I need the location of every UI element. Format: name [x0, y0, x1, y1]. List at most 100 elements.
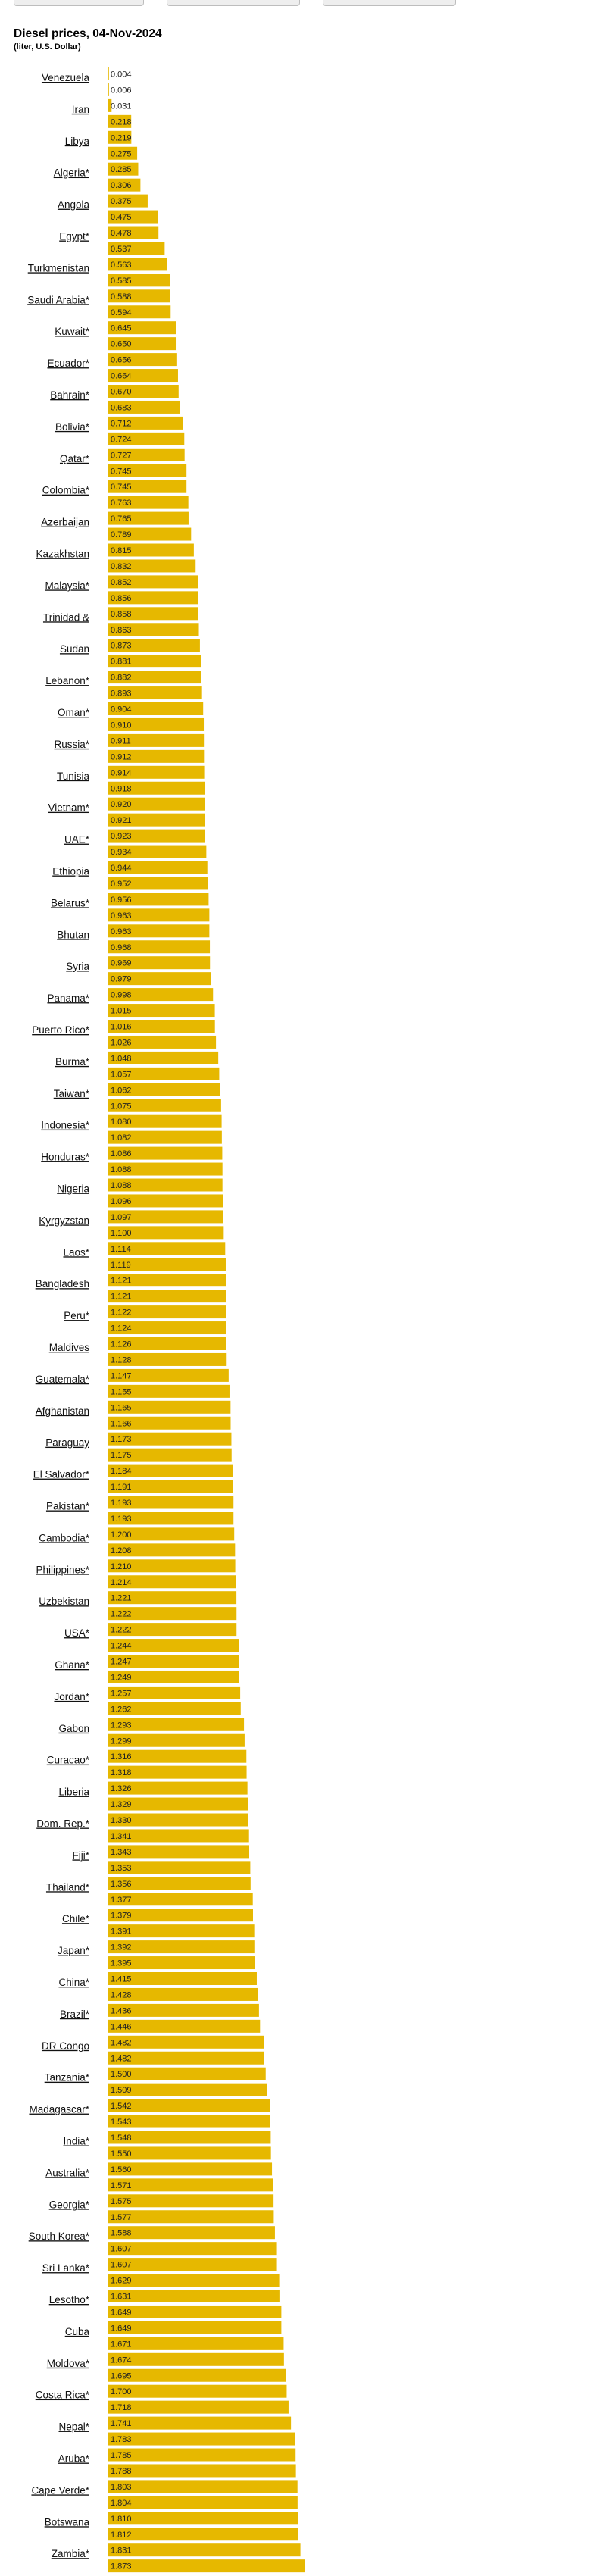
category-label-34[interactable]: Honduras* — [41, 1152, 90, 1163]
category-label-15[interactable]: Kazakhstan — [36, 549, 89, 560]
category-label-53[interactable]: Curacao* — [47, 1755, 90, 1766]
category-label-66[interactable]: Australia* — [45, 2167, 90, 2178]
category-label-78[interactable]: Zambia* — [52, 2548, 90, 2559]
category-label-16[interactable]: Malaysia* — [45, 580, 89, 591]
category-label-26[interactable]: Belarus* — [51, 897, 90, 908]
bar-value-label-134: 1.575 — [111, 2197, 132, 2206]
category-label-55[interactable]: Dom. Rep.* — [36, 1818, 90, 1830]
bar-value-label-154: 1.810 — [111, 2515, 132, 2524]
category-label-0[interactable]: Venezuela — [42, 72, 90, 83]
category-label-31[interactable]: Burma* — [55, 1056, 90, 1068]
category-label-54[interactable]: Liberia — [58, 1787, 89, 1798]
bar-value-label-50: 0.944 — [111, 864, 132, 873]
bar-value-label-106: 1.316 — [111, 1752, 132, 1762]
bar-value-label-119: 1.395 — [111, 1959, 132, 1968]
category-label-52[interactable]: Gabon — [58, 1723, 89, 1734]
category-label-17[interactable]: Trinidad & — [43, 611, 89, 623]
category-label-33[interactable]: Indonesia* — [41, 1120, 90, 1131]
bar-98 — [108, 1623, 237, 1637]
category-label-64[interactable]: Madagascar* — [29, 2104, 89, 2115]
category-label-27[interactable]: Bhutan — [57, 929, 89, 940]
top-button-2[interactable] — [167, 0, 300, 6]
category-label-9[interactable]: Ecuador* — [47, 358, 89, 369]
category-label-43[interactable]: Paraguay — [45, 1437, 89, 1449]
category-label-51[interactable]: Jordan* — [54, 1691, 89, 1702]
category-label-74[interactable]: Nepal* — [58, 2421, 89, 2433]
category-label-5[interactable]: Egypt* — [59, 231, 90, 242]
category-label-20[interactable]: Oman* — [58, 707, 90, 718]
category-label-1[interactable]: Iran — [72, 104, 89, 115]
top-button-3[interactable] — [323, 0, 456, 6]
category-label-72[interactable]: Moldova* — [47, 2358, 90, 2369]
bar-value-label-87: 1.175 — [111, 1451, 132, 1460]
top-button-1[interactable] — [14, 0, 144, 6]
category-label-35[interactable]: Nigeria — [57, 1183, 89, 1195]
category-label-29[interactable]: Panama* — [47, 993, 89, 1004]
category-label-71[interactable]: Cuba — [65, 2326, 90, 2337]
category-label-73[interactable]: Costa Rica* — [36, 2390, 90, 2401]
bar-24 — [108, 448, 185, 461]
bar-value-label-11: 0.537 — [111, 245, 132, 254]
category-label-44[interactable]: El Salvador* — [33, 1469, 90, 1480]
category-label-47[interactable]: Philippines* — [36, 1564, 89, 1575]
category-label-13[interactable]: Colombia* — [42, 485, 90, 496]
category-label-63[interactable]: Tanzania* — [45, 2072, 90, 2084]
bar-value-label-95: 1.214 — [111, 1578, 132, 1587]
bar-value-label-66: 1.080 — [111, 1118, 132, 1127]
category-label-61[interactable]: Brazil* — [60, 2009, 90, 2020]
category-label-50[interactable]: Ghana* — [55, 1659, 90, 1671]
category-label-48[interactable]: Uzbekistan — [39, 1596, 89, 1607]
category-label-10[interactable]: Bahrain* — [50, 389, 90, 401]
category-label-32[interactable]: Taiwan* — [54, 1088, 90, 1099]
category-label-69[interactable]: Sri Lanka* — [42, 2262, 90, 2274]
category-label-7[interactable]: Saudi Arabia* — [27, 294, 90, 305]
category-label-28[interactable]: Syria — [66, 961, 89, 972]
category-label-41[interactable]: Guatemala* — [36, 1374, 90, 1385]
category-label-21[interactable]: Russia* — [54, 739, 89, 750]
category-label-49[interactable]: USA* — [64, 1627, 90, 1639]
category-label-59[interactable]: Japan* — [58, 1945, 90, 1956]
chart-subtitle: (liter, U.S. Dollar) — [14, 42, 81, 52]
category-label-36[interactable]: Kyrgyzstan — [39, 1215, 89, 1226]
bar-133 — [108, 2178, 273, 2192]
category-label-39[interactable]: Peru* — [64, 1310, 90, 1321]
category-label-3[interactable]: Algeria* — [54, 167, 90, 179]
category-label-56[interactable]: Fiji* — [73, 1849, 90, 1861]
category-label-25[interactable]: Ethiopia — [52, 866, 89, 877]
category-label-67[interactable]: Georgia* — [49, 2199, 90, 2210]
category-label-77[interactable]: Botswana — [45, 2516, 90, 2528]
bar-value-label-89: 1.191 — [111, 1483, 132, 1492]
category-label-2[interactable]: Libya — [65, 136, 90, 147]
category-label-4[interactable]: Angola — [58, 199, 90, 211]
bar-83 — [108, 1384, 230, 1398]
category-label-30[interactable]: Puerto Rico* — [32, 1024, 90, 1036]
bar-139 — [108, 2274, 280, 2287]
category-label-23[interactable]: Vietnam* — [48, 802, 89, 814]
bar-value-label-29: 0.789 — [111, 530, 132, 539]
category-label-45[interactable]: Pakistan* — [46, 1501, 90, 1512]
category-label-19[interactable]: Lebanon* — [45, 675, 90, 686]
category-label-24[interactable]: UAE* — [64, 834, 90, 846]
category-label-42[interactable]: Afghanistan — [36, 1405, 89, 1417]
category-label-40[interactable]: Maldives — [49, 1342, 90, 1353]
category-label-12[interactable]: Qatar* — [60, 453, 90, 464]
category-label-62[interactable]: DR Congo — [42, 2040, 89, 2052]
category-label-60[interactable]: China* — [58, 1977, 89, 1988]
category-label-70[interactable]: Lesotho* — [49, 2294, 90, 2306]
category-label-46[interactable]: Cambodia* — [39, 1532, 90, 1543]
category-label-18[interactable]: Sudan — [60, 643, 89, 655]
category-label-58[interactable]: Chile* — [62, 1913, 90, 1924]
category-label-37[interactable]: Laos* — [63, 1246, 89, 1258]
category-label-75[interactable]: Aruba* — [58, 2453, 90, 2465]
category-label-65[interactable]: India* — [63, 2136, 89, 2147]
category-label-22[interactable]: Tunisia — [57, 771, 90, 782]
category-label-8[interactable]: Kuwait* — [55, 326, 90, 337]
bar-value-label-82: 1.147 — [111, 1371, 132, 1380]
category-label-76[interactable]: Cape Verde* — [31, 2484, 89, 2496]
category-label-57[interactable]: Thailand* — [46, 1881, 90, 1893]
category-label-14[interactable]: Azerbaijan — [41, 517, 89, 528]
category-label-11[interactable]: Bolivia* — [55, 421, 90, 433]
category-label-38[interactable]: Bangladesh — [36, 1278, 89, 1290]
category-label-6[interactable]: Turkmenistan — [28, 262, 89, 274]
category-label-68[interactable]: South Korea* — [29, 2231, 90, 2242]
